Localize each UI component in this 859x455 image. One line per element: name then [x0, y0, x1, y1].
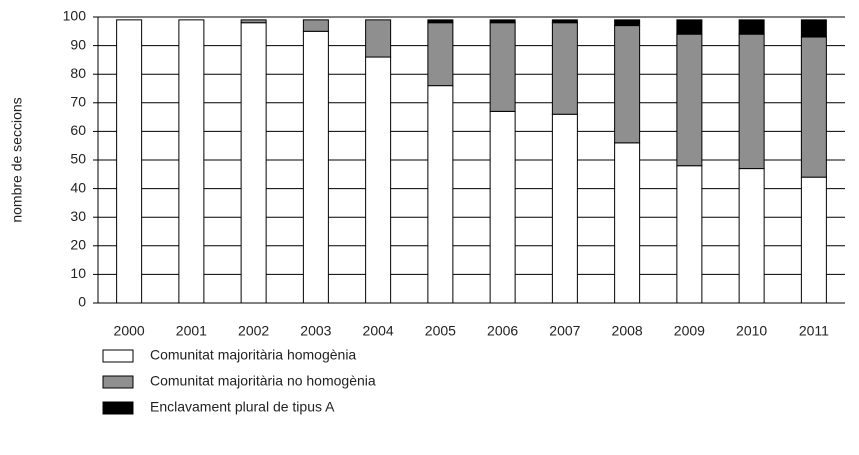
bar-segment: [738, 19, 765, 35]
y-tick-label: 40: [70, 179, 86, 195]
bar-segment: [178, 19, 205, 304]
bar-segment: [614, 142, 641, 304]
x-tick-label: 2006: [487, 323, 518, 339]
bar-segment: [427, 22, 454, 87]
bar-segment: [800, 36, 827, 178]
x-tick-label: 2005: [425, 323, 456, 339]
bar-segment: [614, 19, 641, 27]
bar-segment: [240, 22, 267, 304]
y-tick-label: 30: [70, 208, 86, 224]
x-tick-label: 2004: [363, 323, 394, 339]
bar-segment: [551, 19, 578, 24]
bar-segment: [551, 113, 578, 304]
bar-segment: [800, 176, 827, 304]
bar-segment: [116, 19, 143, 304]
bar-segment: [676, 19, 703, 35]
x-tick-label: 2011: [799, 323, 829, 339]
legend-label: Enclavament plural de tipus A: [150, 399, 335, 415]
x-tick-label: 2003: [300, 323, 331, 339]
bar-segment: [489, 22, 516, 112]
y-tick-label: 20: [70, 237, 86, 253]
bar-segment: [240, 19, 267, 24]
bar-segment: [738, 33, 765, 170]
bar-segment: [302, 19, 329, 32]
y-axis-label: nombre de seccions: [9, 97, 25, 222]
x-tick-label: 2010: [736, 323, 767, 339]
y-tick-label: 80: [70, 65, 86, 81]
bar-segment: [676, 165, 703, 304]
legend-swatch: [102, 375, 134, 389]
x-tick-label: 2000: [114, 323, 145, 339]
y-tick-label: 10: [70, 265, 86, 281]
legend-swatch: [102, 401, 134, 415]
bar-segment: [302, 30, 329, 304]
x-tick-label: 2002: [238, 323, 269, 339]
y-tick-label: 90: [70, 36, 86, 52]
bar-segment: [489, 110, 516, 304]
x-tick-label: 2001: [176, 323, 207, 339]
legend-label: Comunitat majoritària homogènia: [150, 347, 356, 363]
y-tick-label: 100: [63, 8, 87, 24]
bar-segment: [614, 25, 641, 144]
bar-segment: [365, 56, 392, 304]
bar-segment: [365, 19, 392, 58]
bar-segment: [551, 22, 578, 115]
bar-segment: [427, 19, 454, 24]
bar-segment: [676, 33, 703, 167]
bar-segment: [800, 19, 827, 38]
bar-segment: [489, 19, 516, 24]
x-tick-label: 2009: [674, 323, 705, 339]
x-tick-label: 2008: [612, 323, 643, 339]
y-tick-label: 0: [78, 294, 86, 310]
legend-label: Comunitat majoritària no homogènia: [150, 373, 376, 389]
y-tick-label: 70: [70, 94, 86, 110]
x-tick-label: 2007: [549, 323, 580, 339]
y-tick-label: 50: [70, 151, 86, 167]
bar-segment: [427, 85, 454, 304]
bar-segment: [738, 168, 765, 304]
y-tick-label: 60: [70, 122, 86, 138]
legend-swatch: [102, 349, 134, 363]
